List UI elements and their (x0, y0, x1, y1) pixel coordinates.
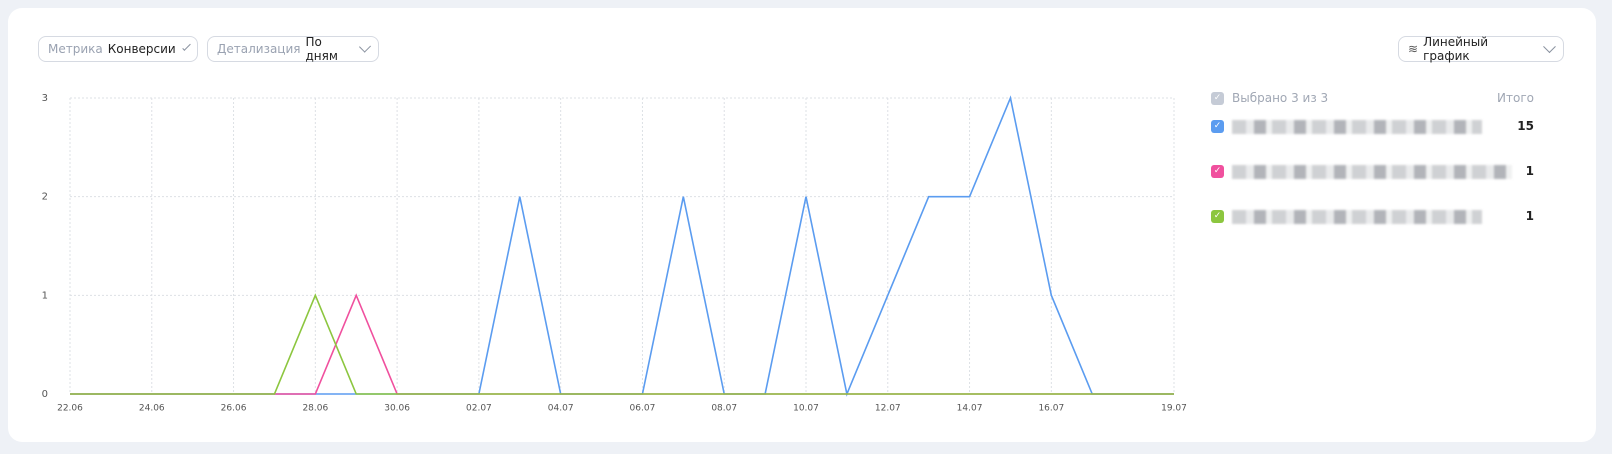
series-total: 1 (1525, 164, 1534, 178)
value: По дням (305, 35, 338, 63)
blurred-name (1232, 165, 1512, 179)
y-tick-label: 3 (42, 93, 48, 104)
x-tick-label: 28.06 (302, 404, 328, 414)
select-all-checkbox[interactable]: ✓ (1211, 92, 1224, 105)
x-tick-label: 30.06 (384, 404, 410, 414)
y-tick-label: 1 (42, 290, 48, 301)
label: Детализация (217, 42, 301, 56)
series-checkbox[interactable]: ✓ (1211, 165, 1224, 178)
legend-header: Выбрано 3 из 3 (1232, 91, 1329, 105)
label: Метрика (48, 42, 103, 56)
x-tick-label: 02.07 (466, 404, 492, 414)
blurred-name (1232, 210, 1482, 224)
x-tick-label: 19.07 (1161, 404, 1187, 414)
x-tick-label: 12.07 (875, 404, 901, 414)
blurred-name (1232, 120, 1482, 134)
metric-select[interactable]: Метрика Конверсии (38, 36, 198, 62)
series-line (70, 293, 1174, 395)
series-line (70, 293, 1174, 395)
x-tick-label: 08.07 (711, 404, 737, 414)
series-checkbox[interactable]: ✓ (1211, 120, 1224, 133)
value: Конверсии (107, 42, 176, 56)
chart-type-select[interactable]: ≋ Линейный график (1398, 35, 1564, 63)
x-tick-label: 14.07 (957, 404, 983, 414)
chart: 0 1 2 3 22.06 24.06 26.06 28.06 30.06 02.07 04.07 0… (42, 93, 1187, 414)
card: Метрика Конверсии Детализация По дням ≋ Л… (8, 8, 1596, 442)
y-tick-label: 2 (42, 192, 48, 203)
total-header: Итого (1497, 91, 1534, 105)
y-tick-label: 0 (42, 389, 48, 400)
x-tick-label: 16.07 (1038, 404, 1064, 414)
series-total: 1 (1525, 209, 1534, 223)
x-tick-label: 04.07 (548, 404, 574, 414)
x-tick-label: 06.07 (630, 404, 656, 414)
series-total: 15 (1517, 119, 1534, 133)
series-line (70, 95, 1174, 397)
x-tick-label: 22.06 (57, 404, 83, 414)
value: Линейный график (1423, 35, 1489, 63)
detail-select[interactable]: Детализация По дням (207, 35, 379, 63)
series-checkbox[interactable]: ✓ (1211, 210, 1224, 223)
x-tick-label: 10.07 (793, 404, 819, 414)
x-tick-label: 24.06 (139, 404, 165, 414)
x-tick-label: 26.06 (221, 404, 247, 414)
